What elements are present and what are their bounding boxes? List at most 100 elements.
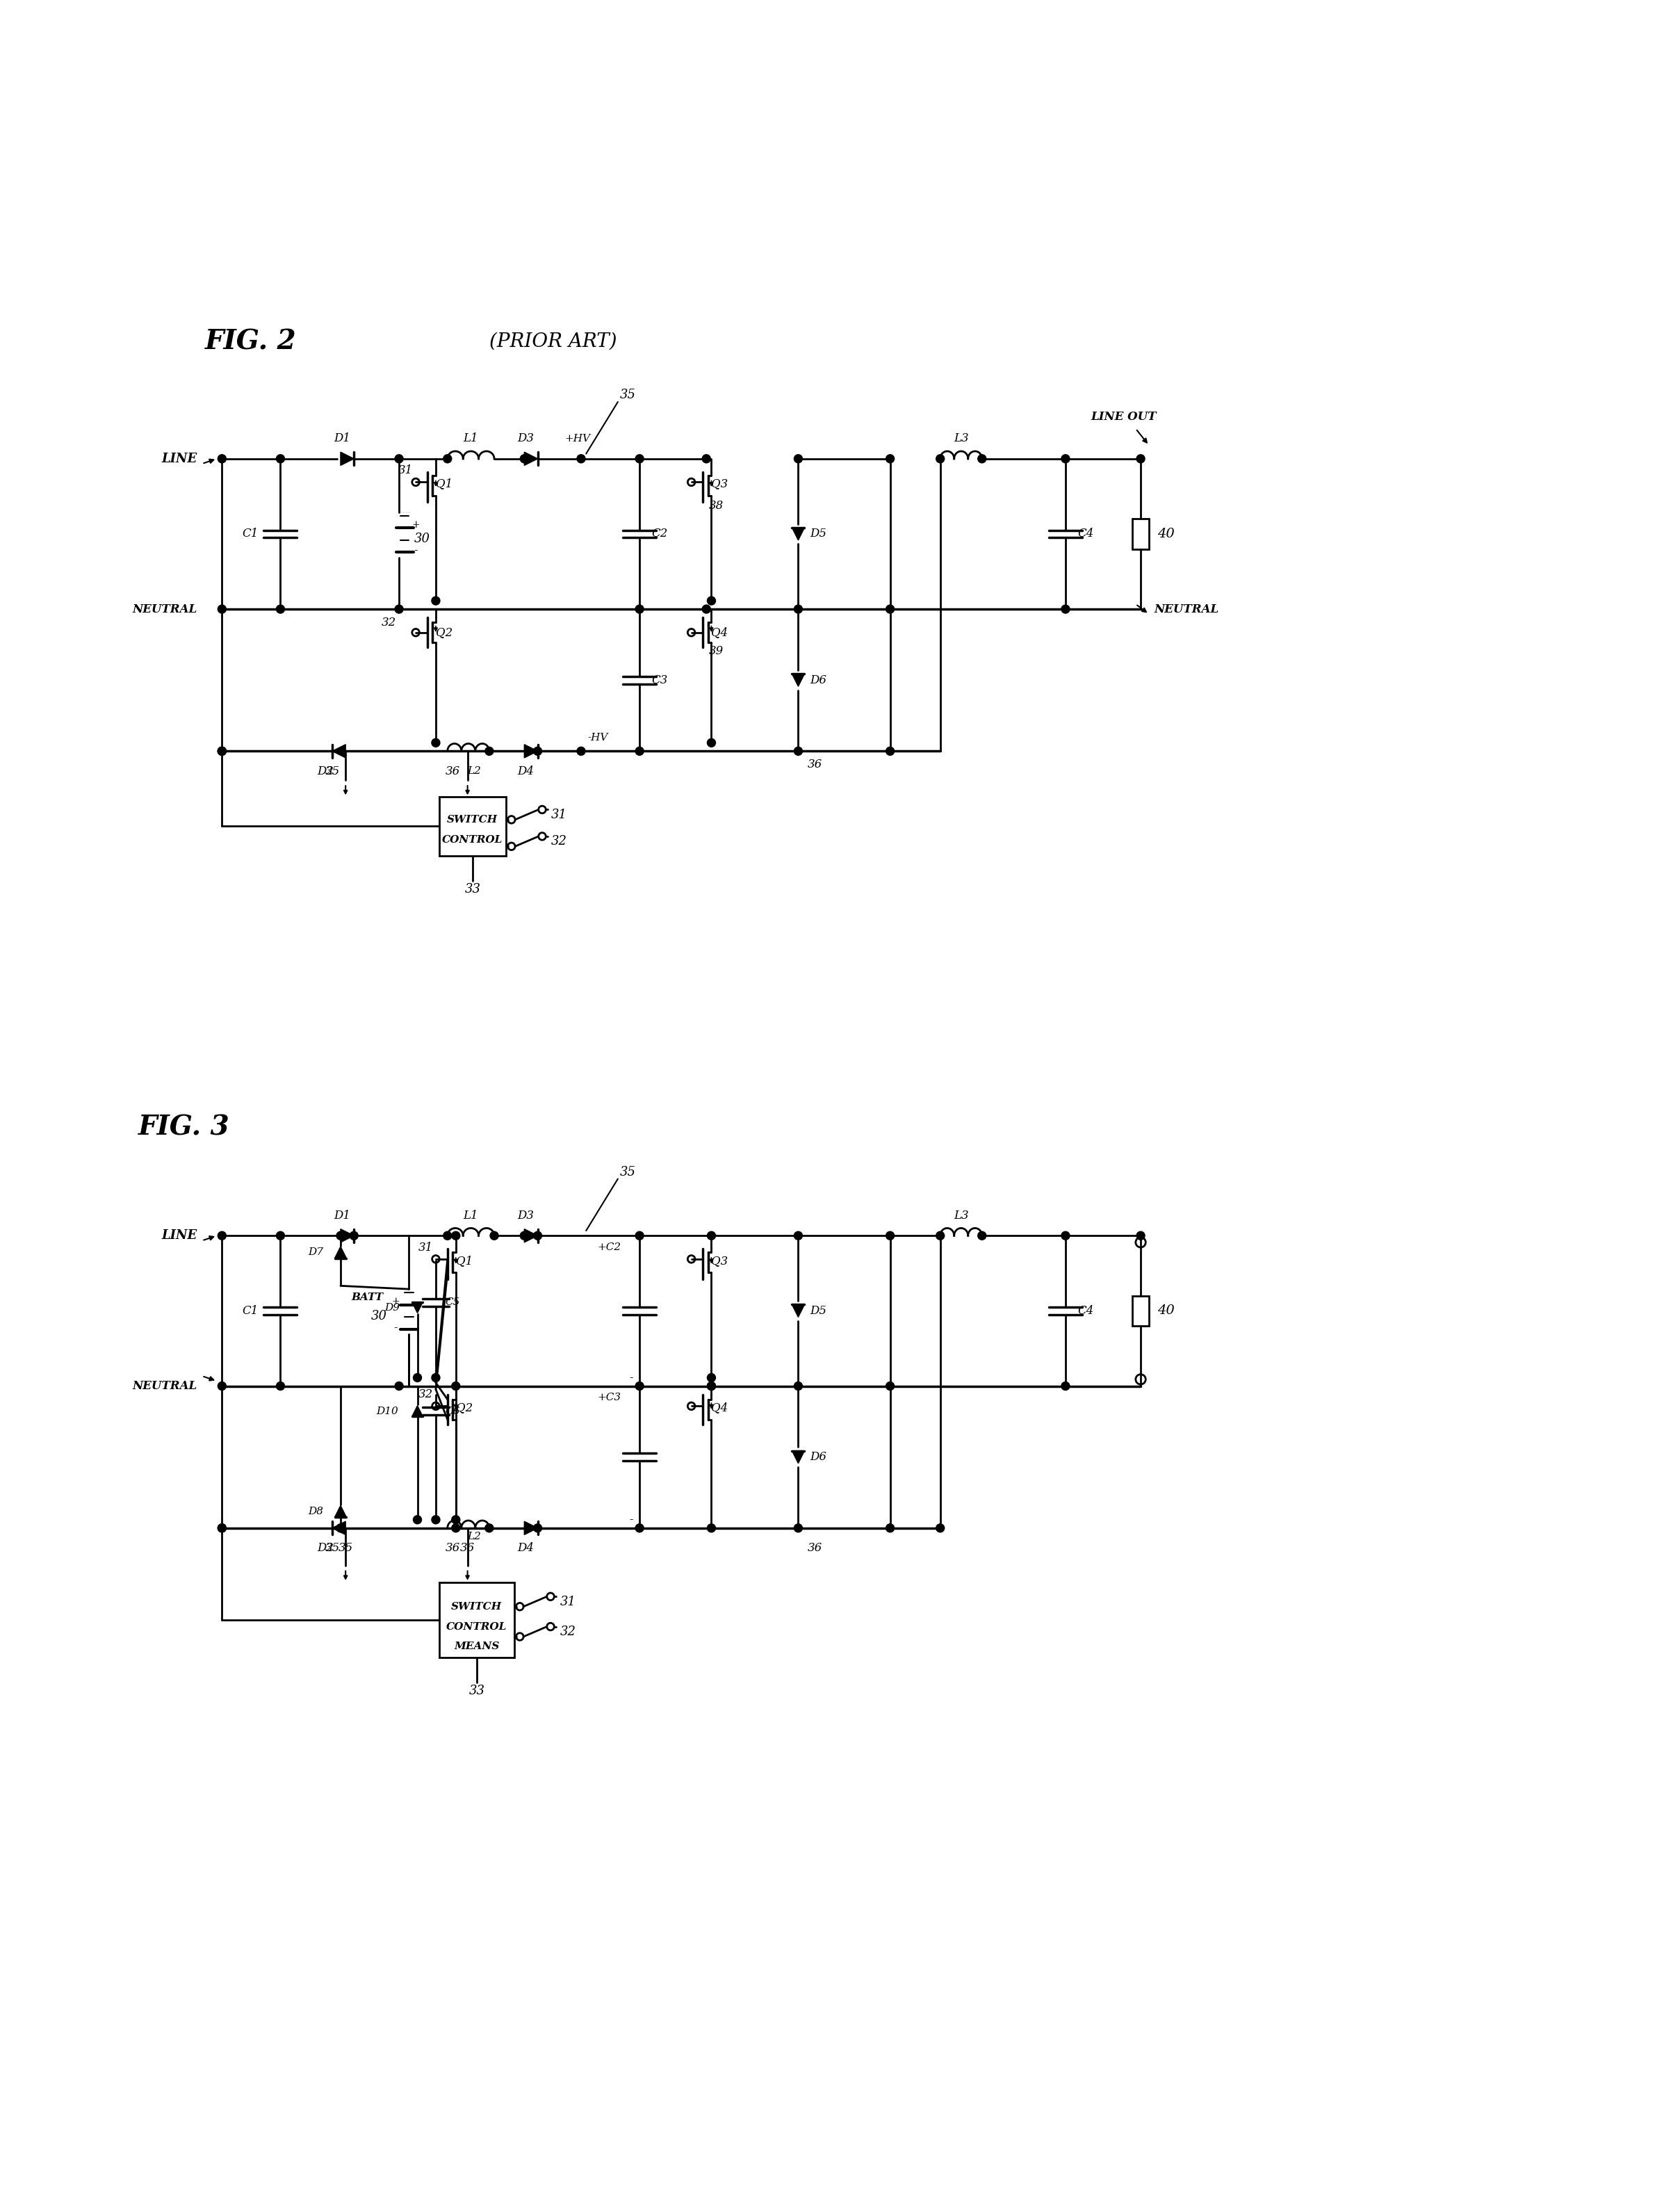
Text: FIG. 3: FIG. 3 — [138, 1113, 230, 1139]
Circle shape — [1062, 454, 1070, 463]
Text: 31: 31 — [398, 465, 413, 476]
Text: 33: 33 — [469, 1684, 486, 1697]
Circle shape — [885, 454, 894, 463]
Circle shape — [395, 604, 403, 613]
Text: CONTROL: CONTROL — [442, 835, 502, 844]
Text: 30: 30 — [371, 1309, 386, 1322]
Text: 40: 40 — [1158, 527, 1174, 540]
Text: Q1: Q1 — [435, 478, 452, 489]
Circle shape — [534, 747, 543, 756]
Circle shape — [978, 454, 986, 463]
Circle shape — [1062, 604, 1070, 613]
Circle shape — [395, 454, 403, 463]
Text: C1: C1 — [242, 1305, 259, 1316]
Circle shape — [395, 1382, 403, 1391]
Circle shape — [1136, 454, 1144, 463]
Text: +C3: +C3 — [598, 1393, 622, 1402]
Polygon shape — [333, 745, 346, 758]
Circle shape — [452, 1232, 460, 1241]
Text: NEUTRAL: NEUTRAL — [133, 604, 197, 615]
Polygon shape — [791, 1305, 805, 1318]
Text: C5: C5 — [445, 1298, 460, 1307]
Text: 36: 36 — [808, 758, 822, 771]
Circle shape — [795, 454, 803, 463]
Bar — [1132, 518, 1149, 549]
Text: +C2: +C2 — [598, 1243, 622, 1252]
Circle shape — [707, 597, 716, 604]
Text: D5: D5 — [810, 1305, 827, 1316]
Text: -: - — [630, 1514, 633, 1525]
Text: D6: D6 — [810, 1450, 827, 1463]
Text: 32: 32 — [559, 1624, 576, 1638]
Circle shape — [521, 1232, 529, 1241]
Text: NEUTRAL: NEUTRAL — [1154, 604, 1220, 615]
Text: D9: D9 — [385, 1303, 400, 1311]
Bar — [438, 798, 506, 855]
Circle shape — [218, 454, 227, 463]
Circle shape — [702, 604, 711, 613]
Text: 30: 30 — [415, 533, 430, 544]
Text: D10: D10 — [376, 1406, 398, 1415]
Text: 36: 36 — [445, 1543, 460, 1554]
Circle shape — [218, 747, 227, 756]
Circle shape — [452, 1523, 460, 1532]
Polygon shape — [412, 1303, 423, 1314]
Circle shape — [978, 1232, 986, 1241]
Text: 35: 35 — [338, 1543, 353, 1554]
Text: L2: L2 — [467, 1532, 480, 1541]
Text: Q2: Q2 — [435, 626, 452, 639]
Text: 32: 32 — [418, 1389, 433, 1400]
Circle shape — [635, 454, 643, 463]
Polygon shape — [341, 1230, 354, 1243]
Text: Q4: Q4 — [711, 626, 727, 639]
Circle shape — [432, 1516, 440, 1523]
Circle shape — [432, 597, 440, 604]
Polygon shape — [341, 452, 354, 465]
Text: 40: 40 — [1158, 1305, 1174, 1318]
Circle shape — [491, 1232, 499, 1241]
Circle shape — [486, 1523, 494, 1532]
Circle shape — [885, 1382, 894, 1391]
Text: D3: D3 — [517, 432, 534, 445]
Circle shape — [707, 1382, 716, 1391]
Polygon shape — [524, 745, 538, 758]
Circle shape — [635, 747, 643, 756]
Polygon shape — [791, 527, 805, 540]
Circle shape — [444, 454, 452, 463]
Circle shape — [276, 604, 284, 613]
Circle shape — [349, 1232, 358, 1241]
Text: 35: 35 — [324, 1543, 339, 1554]
Text: 38: 38 — [709, 500, 724, 511]
Text: MEANS: MEANS — [454, 1642, 499, 1651]
Circle shape — [936, 1232, 944, 1241]
Text: LINE OUT: LINE OUT — [1090, 412, 1158, 423]
Circle shape — [276, 454, 284, 463]
Text: LINE: LINE — [161, 1230, 197, 1241]
Text: C4: C4 — [1077, 529, 1094, 540]
Circle shape — [635, 1523, 643, 1532]
Polygon shape — [412, 1406, 423, 1417]
Text: -: - — [393, 1322, 398, 1333]
Text: Q3: Q3 — [711, 1254, 727, 1267]
Text: 33: 33 — [465, 884, 480, 895]
Text: D2: D2 — [318, 1543, 334, 1554]
Text: D1: D1 — [334, 432, 351, 445]
Circle shape — [936, 1523, 944, 1532]
Text: L3: L3 — [954, 432, 969, 445]
Text: +HV: +HV — [564, 434, 591, 443]
Circle shape — [534, 1232, 543, 1241]
Text: -HV: -HV — [588, 734, 608, 743]
Text: L3: L3 — [954, 1210, 969, 1221]
Text: FIG. 2: FIG. 2 — [205, 328, 297, 355]
Text: CONTROL: CONTROL — [447, 1622, 507, 1631]
Text: 32: 32 — [381, 617, 396, 628]
Circle shape — [486, 747, 494, 756]
Polygon shape — [791, 674, 805, 685]
Text: SWITCH: SWITCH — [452, 1602, 502, 1611]
Circle shape — [795, 604, 803, 613]
Text: 36: 36 — [460, 1543, 475, 1554]
Circle shape — [413, 1373, 422, 1382]
Text: D7: D7 — [307, 1247, 323, 1256]
Circle shape — [432, 1373, 440, 1382]
Text: D2: D2 — [318, 765, 334, 778]
